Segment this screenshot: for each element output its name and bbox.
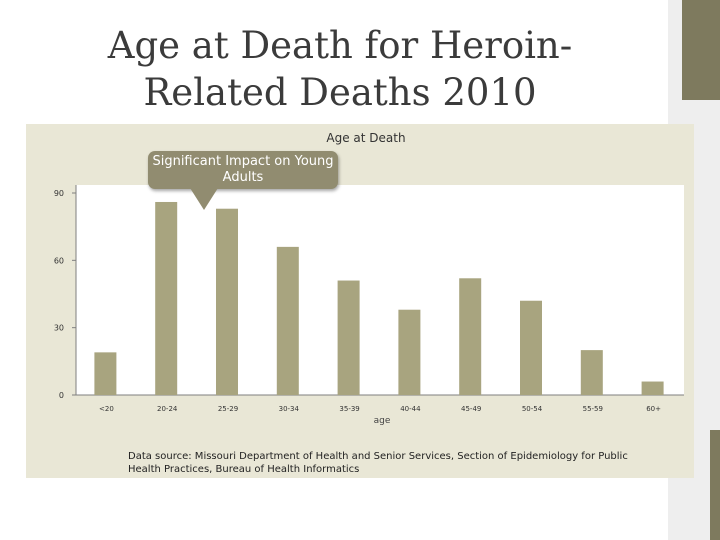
x-tick-label: 60+ — [646, 405, 661, 413]
bar-chart: Age at Death 0 30 60 90 <20 20-24 25-29 30-34 35-… — [54, 131, 684, 426]
y-tick-label: 90 — [54, 189, 64, 198]
bar-7 — [459, 278, 482, 395]
x-tick-label: 40-44 — [400, 405, 421, 413]
bar-8 — [520, 300, 542, 395]
slide-title: Age at Death for Heroin-Related Deaths 2… — [107, 24, 573, 114]
bar-10 — [641, 381, 664, 395]
bar-3 — [216, 208, 238, 395]
y-tick-label: 60 — [54, 256, 64, 265]
bar-2 — [155, 201, 178, 395]
x-tick-label: 45-49 — [461, 405, 481, 413]
y-tick-label: 0 — [59, 391, 64, 400]
x-axis-label: age — [374, 416, 391, 426]
x-tick-label: 20-24 — [157, 405, 178, 413]
chart-panel: Age at Death 0 30 60 90 <20 20-24 25-29 30-34 35-… — [26, 124, 694, 478]
x-tick-label: 25-29 — [218, 405, 238, 413]
x-tick-label: 55-59 — [583, 405, 603, 413]
callout-significant-impact: Significant Impact on Young Adults — [148, 151, 338, 189]
data-source-note: Data source: Missouri Department of Heal… — [128, 451, 628, 475]
bar-9 — [580, 350, 603, 395]
x-tick-label: 30-34 — [279, 405, 300, 413]
decorative-accent-top — [682, 0, 720, 100]
bar-1 — [94, 352, 117, 395]
x-tick-label: 50-54 — [522, 405, 543, 413]
callout-pointer — [190, 188, 218, 210]
y-tick-label: 30 — [54, 324, 64, 333]
bar-5 — [337, 280, 360, 395]
chart-title: Age at Death — [326, 131, 405, 145]
decorative-accent-bottom — [710, 430, 720, 540]
x-tick-label: <20 — [99, 405, 114, 413]
x-tick-label: 35-39 — [339, 405, 359, 413]
bar-6 — [398, 309, 421, 395]
bar-4 — [276, 246, 299, 395]
